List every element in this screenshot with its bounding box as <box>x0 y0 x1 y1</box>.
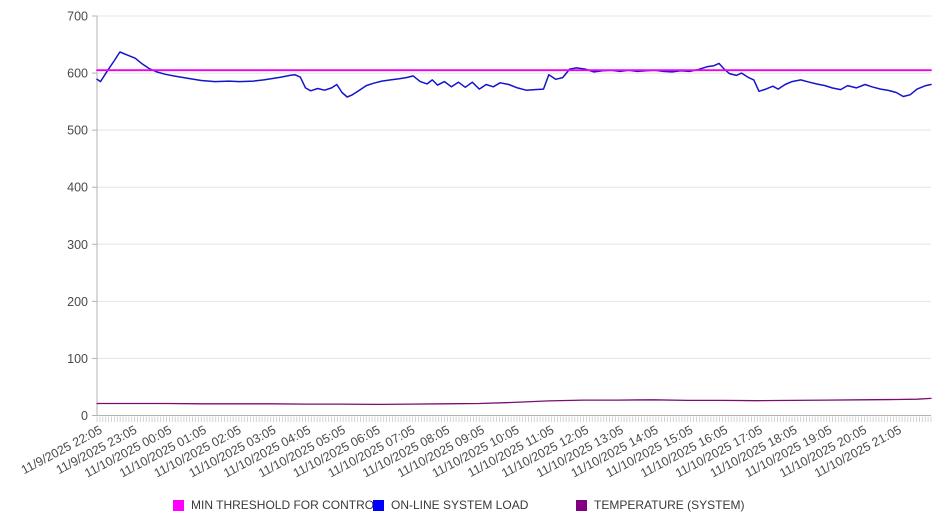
y-tick-label-700: 700 <box>67 10 88 24</box>
y-tick-label-600: 600 <box>67 67 88 81</box>
series-line-on-line-system-load <box>96 51 932 98</box>
legend-label-online-system-load: ON-LINE SYSTEM LOAD <box>391 498 529 512</box>
legend-item-min-threshold[interactable]: MIN THRESHOLD FOR CONTROL <box>173 498 381 512</box>
y-tick-label-300: 300 <box>67 238 88 252</box>
y-tick-label-100: 100 <box>67 352 88 366</box>
series-line-temperature-system- <box>96 397 932 406</box>
legend-swatch-min-threshold <box>173 499 184 511</box>
y-tick-label-200: 200 <box>67 295 88 309</box>
y-tick-label-500: 500 <box>67 124 88 138</box>
legend-swatch-online-system-load <box>373 499 384 511</box>
y-tick-label-0: 0 <box>81 409 88 423</box>
legend-swatch-temperature-system <box>576 499 587 511</box>
legend-label-min-threshold: MIN THRESHOLD FOR CONTROL <box>191 498 381 512</box>
legend-label-temperature-system: TEMPERATURE (SYSTEM) <box>594 498 745 512</box>
legend-item-temperature-system[interactable]: TEMPERATURE (SYSTEM) <box>576 498 744 512</box>
chart-legend: MIN THRESHOLD FOR CONTROL ON-LINE SYSTEM… <box>0 498 946 518</box>
legend-item-online-system-load[interactable]: ON-LINE SYSTEM LOAD <box>373 498 528 512</box>
x-minor-ticks <box>96 416 932 422</box>
y-tick-label-400: 400 <box>67 181 88 195</box>
